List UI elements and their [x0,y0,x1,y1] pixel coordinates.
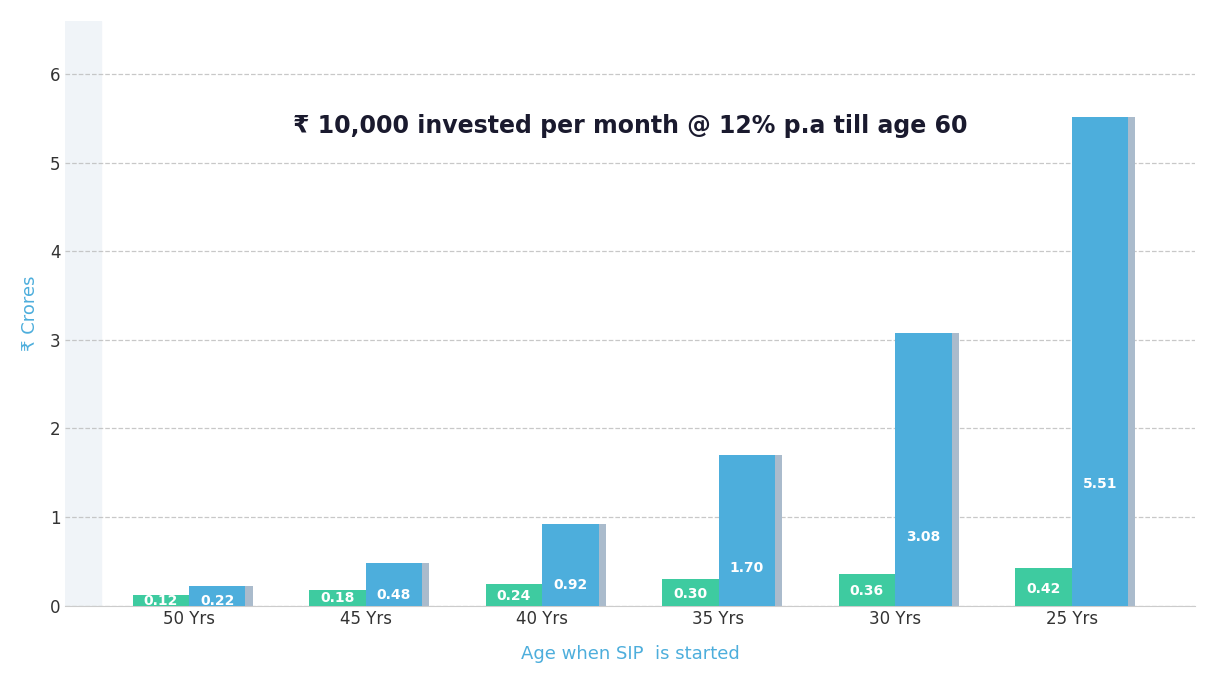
Bar [550,524,606,605]
Bar [839,574,895,605]
Text: 0.30: 0.30 [674,587,708,601]
Text: 1.70: 1.70 [730,561,764,575]
Text: 0.12: 0.12 [143,594,178,608]
Bar [372,563,429,605]
Text: 0.24: 0.24 [496,589,531,603]
Text: 0.42: 0.42 [1026,582,1060,596]
Y-axis label: ₹ Crores: ₹ Crores [21,276,39,351]
Bar [492,584,550,605]
Text: 0.36: 0.36 [850,584,884,598]
Text: 0.48: 0.48 [377,588,411,602]
Bar [188,586,246,605]
Bar [1079,118,1136,605]
Text: 3.08: 3.08 [906,530,940,544]
Bar [316,590,372,605]
Text: 0.92: 0.92 [553,578,587,592]
Bar [66,21,101,605]
Bar [719,455,775,605]
X-axis label: Age when SIP  is started: Age when SIP is started [520,645,739,663]
Bar [366,563,422,605]
Bar [669,579,726,605]
Bar [1023,568,1079,605]
Bar [1071,118,1128,605]
Text: 5.51: 5.51 [1082,477,1118,490]
Bar [726,455,782,605]
Bar [196,586,253,605]
Bar [902,332,958,605]
Bar [542,524,598,605]
Bar [662,579,719,605]
Bar [309,590,366,605]
Bar [1015,568,1071,605]
Bar [845,574,902,605]
Bar [895,332,952,605]
Text: ₹ 10,000 invested per month @ 12% p.a till age 60: ₹ 10,000 invested per month @ 12% p.a ti… [293,114,968,138]
Bar [140,595,196,605]
Bar [485,584,542,605]
Text: 0.22: 0.22 [201,594,235,608]
Bar [133,595,188,605]
Text: 0.18: 0.18 [320,592,354,605]
